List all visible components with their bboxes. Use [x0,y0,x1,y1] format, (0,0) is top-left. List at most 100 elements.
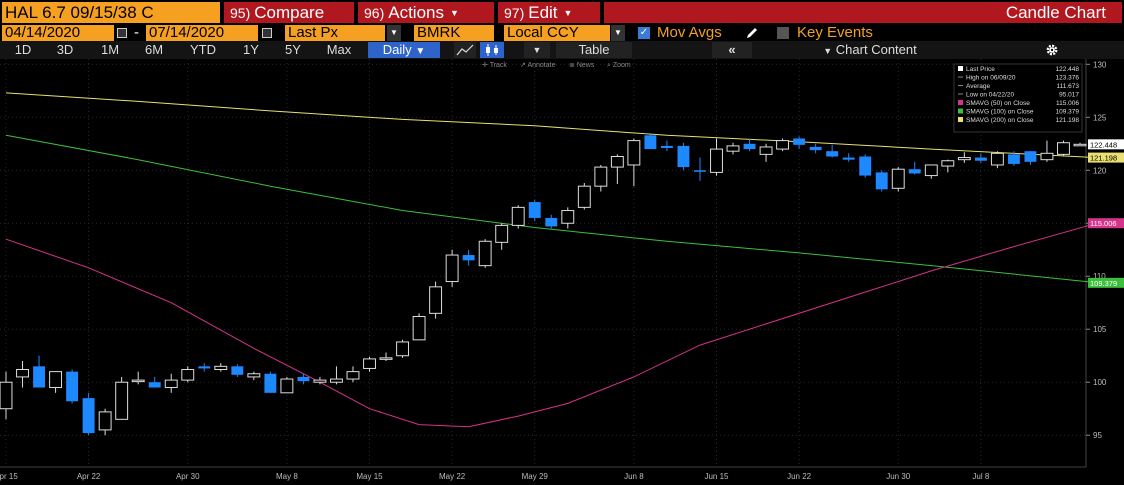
start-date-field[interactable]: 04/14/2020 [2,25,114,41]
candle-body-up [214,365,228,371]
candle [148,376,161,388]
candle [891,167,905,192]
candle-body-up [16,369,29,378]
key-events-checkbox[interactable] [777,27,789,39]
period-6m[interactable]: 6M [144,42,164,57]
period-ytd[interactable]: YTD [190,42,216,57]
candle [627,138,641,187]
candle [610,154,624,185]
chart-type-dropdown-icon[interactable]: ▼ [524,42,550,58]
chart-content-button[interactable]: ▼ Chart Content [790,42,950,58]
currency-select[interactable]: Local CCY [504,25,610,41]
candle [924,164,938,179]
axis-tag-label: 109.379 [1090,279,1117,288]
zoom-tool[interactable]: ⌕ Zoom [607,62,631,69]
table-button[interactable]: Table [556,42,632,58]
calendar-icon[interactable] [117,28,127,38]
candle [793,136,806,150]
moving-averages [5,92,1097,428]
axis-tag-box [1088,277,1124,288]
x-tick-label: May 15 [356,472,383,481]
gear-icon[interactable] [1045,43,1059,57]
dropdown-arrow-icon[interactable]: ▼ [611,25,625,41]
candle [1057,140,1070,157]
mov-avgs-label[interactable]: Mov Avgs [657,24,722,41]
period-5y[interactable]: 5Y [285,42,301,57]
candle [660,140,673,152]
candle-body-down [264,373,277,393]
legend-value: 121.198 [1056,117,1080,124]
candle-body-up [478,240,492,267]
candle-body-up [941,160,955,167]
candle [826,144,839,158]
candle [1040,140,1054,162]
candle [82,392,95,436]
candle-body-up [990,152,1004,166]
candle-body-up [131,379,145,383]
compare-menu[interactable]: 95) Compare [224,2,354,23]
sma-200-line [5,92,1097,159]
end-date-field[interactable]: 07/14/2020 [146,25,258,41]
y-tick-label: 110 [1093,272,1106,281]
candle [743,138,756,152]
candle [330,366,343,385]
candle-body-down [231,366,244,375]
pencil-icon[interactable] [745,26,759,40]
line-chart-icon[interactable] [454,42,476,58]
candle [842,153,855,162]
actions-num: 96) [364,5,385,21]
candle [577,182,591,210]
calendar-icon[interactable] [262,28,272,38]
candle-body-up [429,286,443,314]
candle-body-up [1073,143,1087,147]
candle [181,366,195,383]
period-1y[interactable]: 1Y [243,42,259,57]
legend-label: Last Price [966,66,995,73]
chart-legend: Last Price 122.448 High on 06/09/20 123.376… [953,63,1083,133]
period-1d[interactable]: 1D [14,42,32,57]
key-events-label[interactable]: Key Events [797,24,873,41]
candle [462,249,475,266]
candle-body-up [313,379,327,383]
y-tick-label: 105 [1093,325,1107,334]
price-field-select[interactable]: Last Px [285,25,385,41]
candle-body-down [875,172,888,190]
period-1m[interactable]: 1M [100,42,120,57]
edit-menu[interactable]: 97) Edit ▼ [498,2,600,23]
page-title: Candle Chart [604,2,1122,23]
period-3d[interactable]: 3D [56,42,74,57]
news-tool[interactable]: ≣ News [569,60,595,69]
legend-label: Low on 04/22/20 [966,92,1014,99]
candle-body-down [148,382,161,388]
frequency-select[interactable]: Daily ▼ [368,42,440,58]
period-max[interactable]: Max [326,42,352,57]
candle [1073,142,1087,147]
mov-avgs-checkbox[interactable]: ✓ [638,27,650,39]
legend-label: Average [966,83,990,90]
legend-swatch [958,100,963,105]
ticker-field[interactable]: HAL 6.7 09/15/38 C [2,2,220,23]
candle-body-up [164,379,178,389]
candle [164,373,178,393]
candle [726,142,740,155]
legend-swatch [958,66,963,71]
candle [16,361,29,388]
source-field[interactable]: BMRK [414,25,494,41]
track-tool[interactable]: ✛ Track [482,61,507,69]
candle-body-down [974,157,987,161]
candle [98,408,112,436]
candle [1024,151,1037,165]
legend-label: SMAVG (200) on Close [966,117,1034,124]
candle-chart-icon[interactable] [480,42,504,58]
dropdown-arrow-icon[interactable]: ▼ [387,25,401,41]
candle-body-up [330,378,343,383]
annotate-tool[interactable]: ↗ Annotate [520,62,556,69]
legend-value: 123.376 [1056,75,1080,82]
actions-menu[interactable]: 96) Actions ▼ [358,2,494,23]
candle [33,355,45,388]
grid-lines [0,59,1087,468]
candle-body-up [594,166,608,187]
collapse-icon[interactable]: « [712,42,752,58]
